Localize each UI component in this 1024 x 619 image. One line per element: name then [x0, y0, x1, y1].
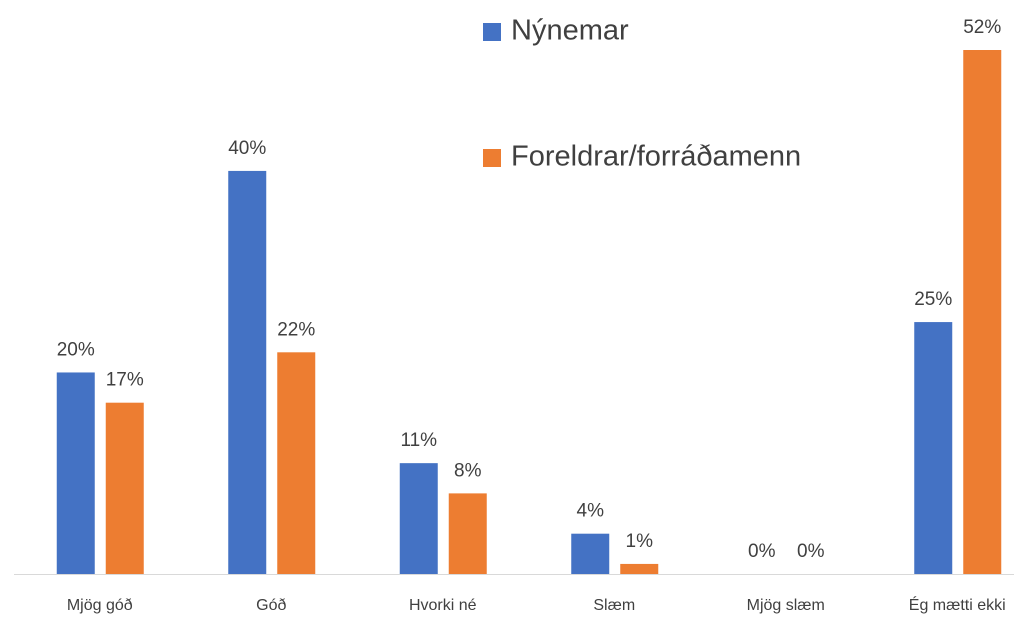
x-tick-label: Góð [256, 597, 286, 614]
legend-swatch [483, 23, 501, 41]
bar [56, 372, 95, 574]
data-label: 8% [454, 460, 482, 481]
data-label: 22% [277, 319, 315, 340]
bar [399, 463, 438, 574]
legend-swatch [483, 149, 501, 167]
bar [620, 563, 659, 574]
data-label: 40% [228, 138, 266, 159]
x-tick-label: Mjög slæm [747, 597, 825, 614]
data-label: 0% [797, 541, 825, 562]
x-tick-label: Hvorki né [409, 597, 477, 614]
bar [105, 402, 144, 574]
bar [448, 493, 487, 574]
data-label: 11% [400, 430, 437, 451]
x-tick-label: Slæm [593, 597, 635, 614]
legend-label: Foreldrar/forráðamenn [511, 141, 801, 173]
data-label: 1% [626, 531, 654, 552]
bar [571, 533, 610, 574]
data-label: 52% [963, 17, 1001, 38]
legend-label: Nýnemar [511, 15, 629, 47]
bar [228, 170, 267, 574]
data-label: 0% [748, 541, 776, 562]
bar [963, 50, 1002, 574]
x-tick-label: Ég mætti ekki [909, 595, 1006, 614]
x-tick-label: Mjög góð [67, 597, 133, 614]
data-label: 20% [57, 339, 95, 360]
data-label: 4% [577, 501, 605, 522]
bar [277, 352, 316, 574]
data-label: 17% [106, 370, 144, 391]
data-label: 25% [914, 289, 952, 310]
bar [914, 322, 953, 574]
